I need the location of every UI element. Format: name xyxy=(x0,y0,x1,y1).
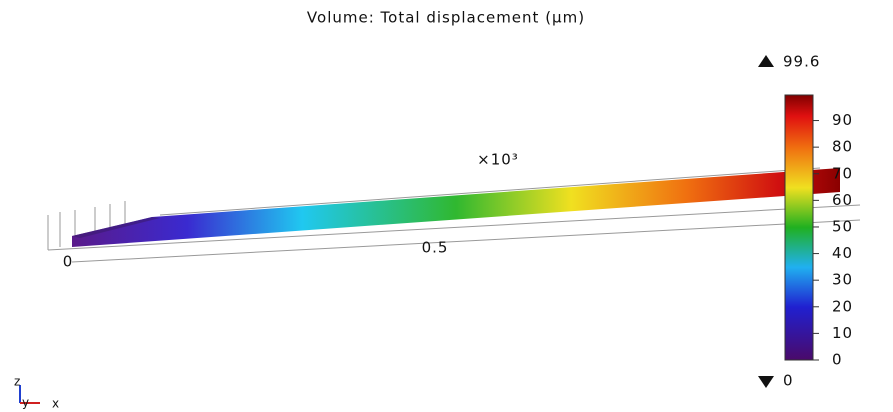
triad-y: y xyxy=(22,396,30,410)
axis-multiplier: ×10³ xyxy=(477,151,519,169)
colorbar-tick-label: 50 xyxy=(832,217,853,235)
colorbar-tick-label: 0 xyxy=(832,351,843,369)
plot-title: Volume: Total displacement (µm) xyxy=(307,9,585,27)
colorbar-tick-label: 80 xyxy=(832,138,853,156)
page: {"title": "Volume: Total displacement (µ… xyxy=(0,0,893,412)
max-marker xyxy=(758,55,774,67)
colorbar-max: 99.6 xyxy=(783,53,820,71)
colorbar-tick-label: 40 xyxy=(832,244,853,262)
triad: z y x xyxy=(14,375,60,411)
colorbar-tick-label: 90 xyxy=(832,111,853,129)
axis-label: 0 xyxy=(63,253,74,271)
plot: Volume: Total displacement (µm) ×10³ 0 0… xyxy=(0,0,893,412)
beam xyxy=(72,168,840,247)
axis-label: 0.5 xyxy=(422,239,449,257)
colorbar-min: 0 xyxy=(783,372,794,390)
min-marker xyxy=(758,376,774,388)
colorbar-tick-label: 20 xyxy=(832,297,853,315)
colorbar-tick-label: 30 xyxy=(832,271,853,289)
triad-x: x xyxy=(52,397,60,411)
colorbar-tick-label: 70 xyxy=(832,164,853,182)
colorbar-tick-label: 10 xyxy=(832,324,853,342)
colorbar-tick-label: 60 xyxy=(832,191,853,209)
triad-z: z xyxy=(14,375,21,389)
colorbar xyxy=(785,95,813,360)
